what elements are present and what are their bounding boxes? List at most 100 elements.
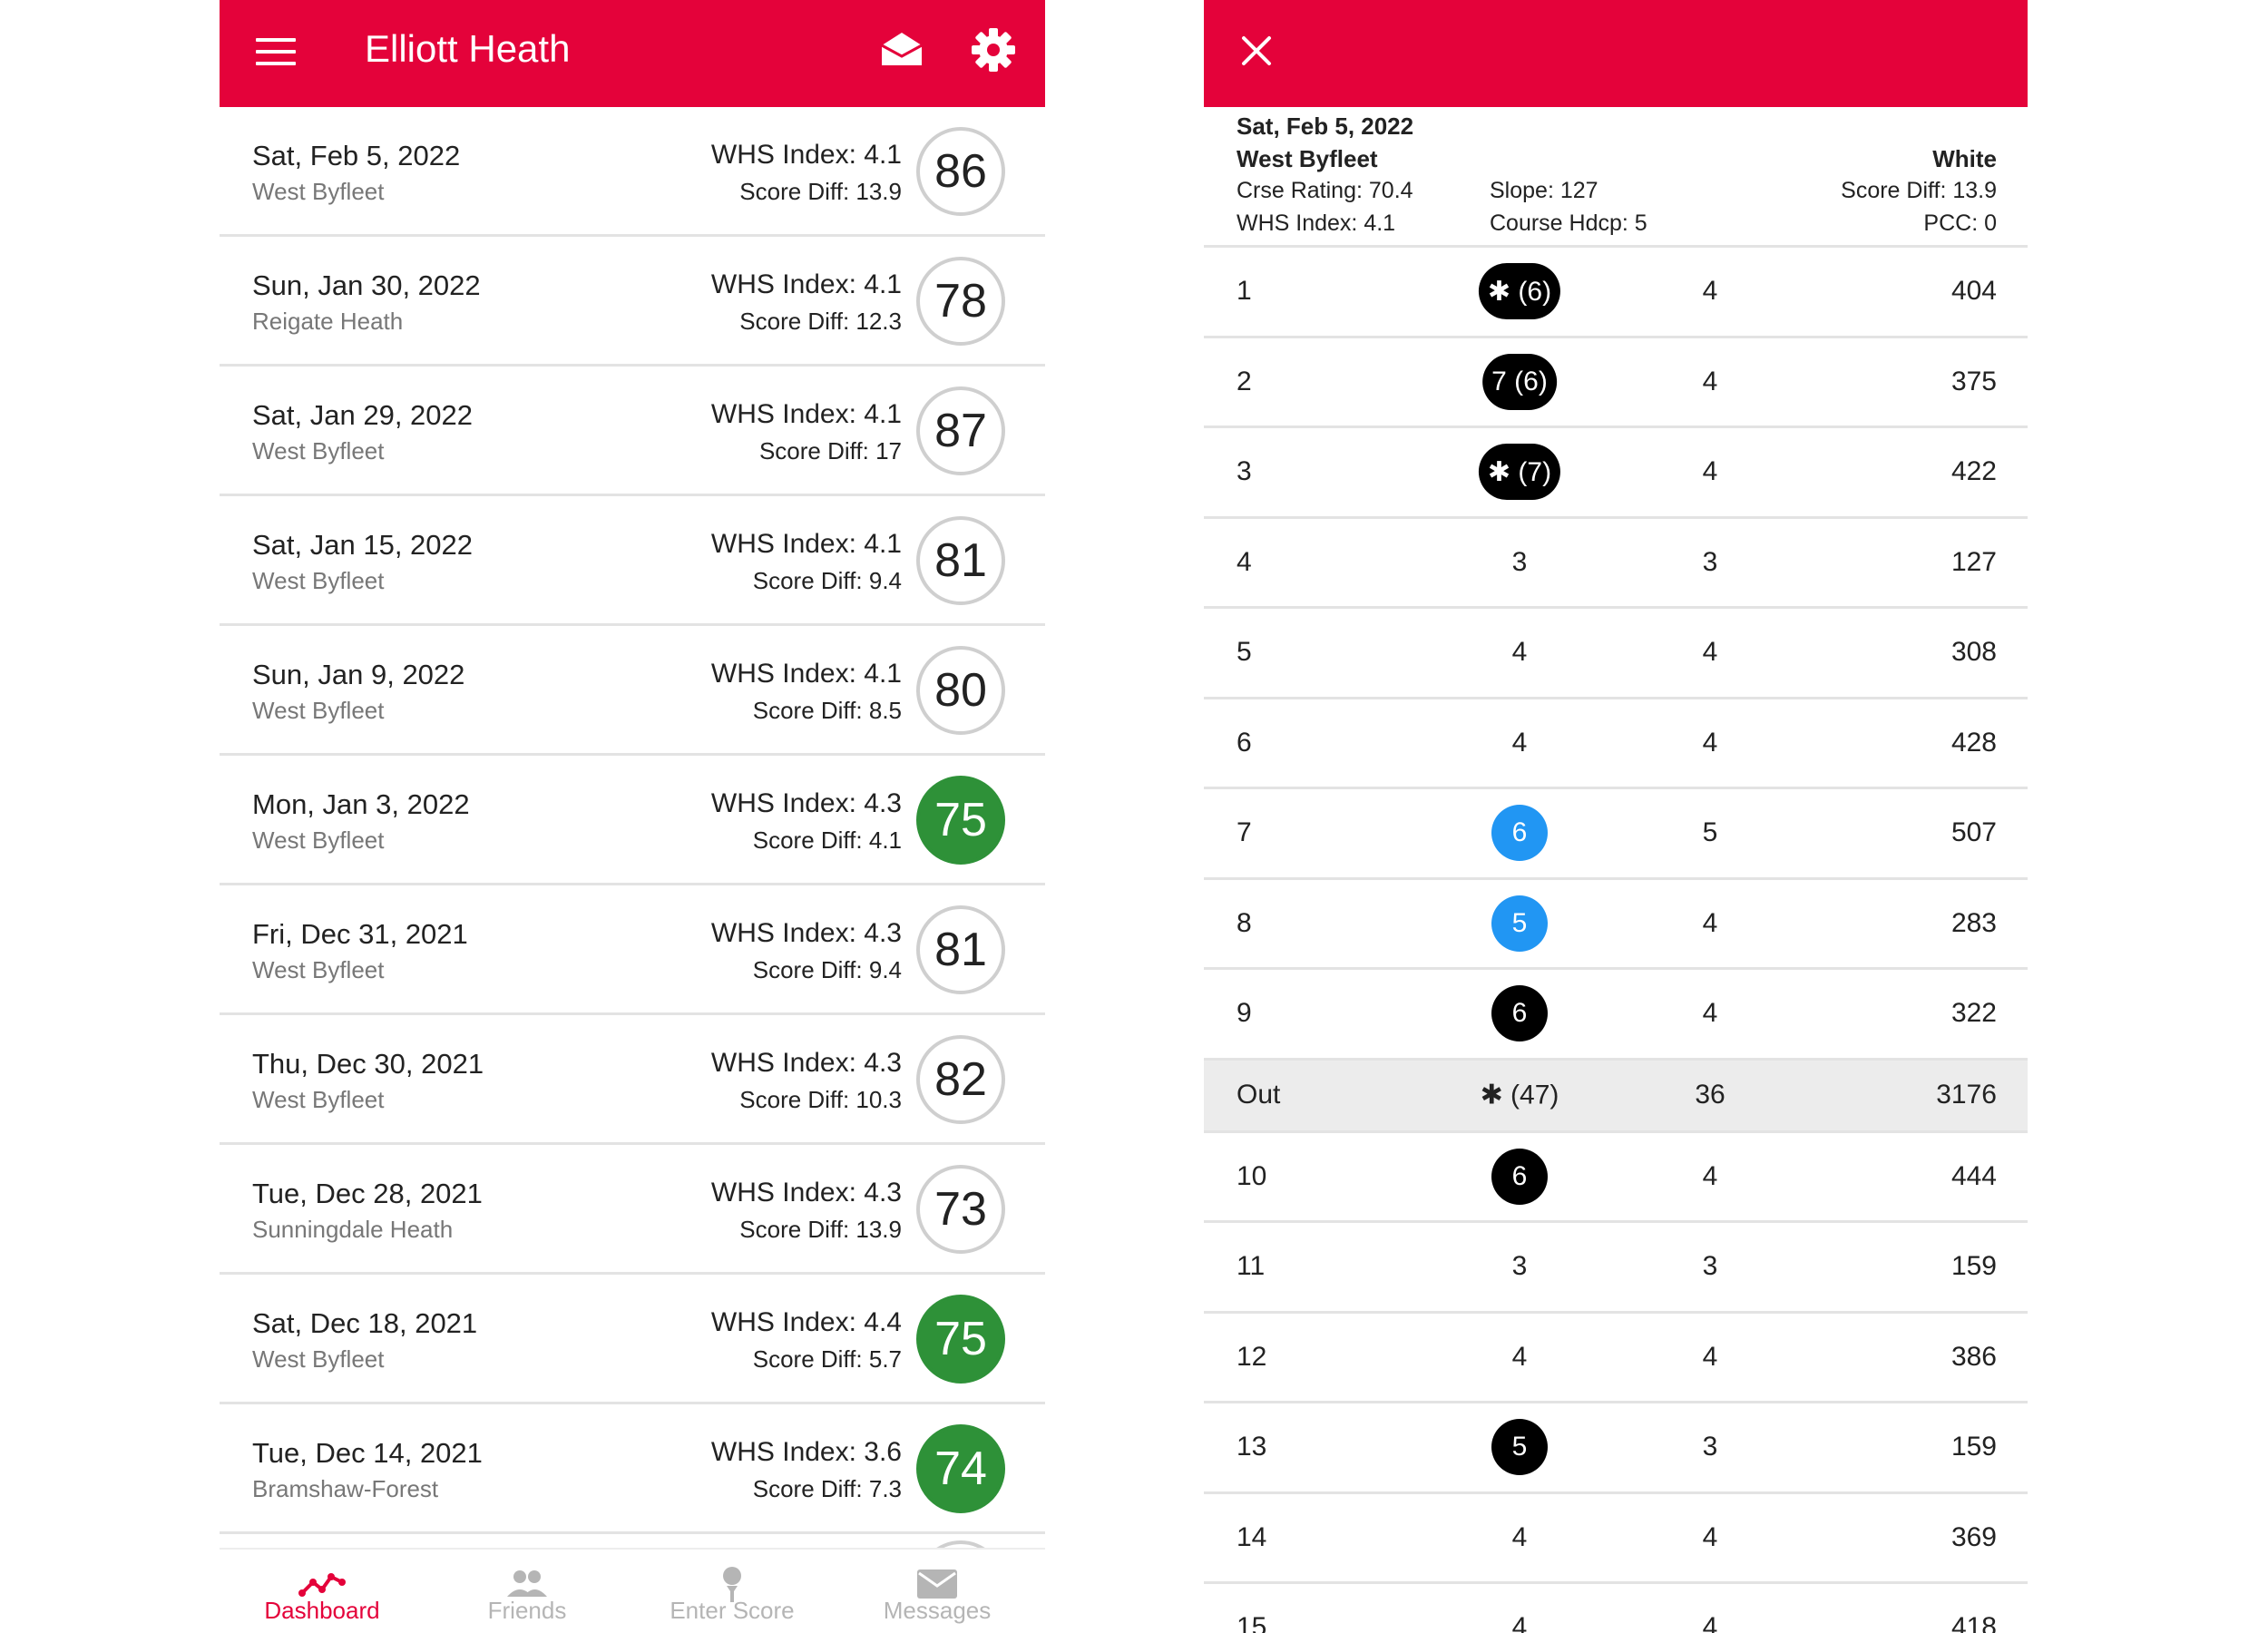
- hole-par: 4: [1702, 456, 1718, 487]
- hole-score: 6: [1491, 1148, 1548, 1205]
- score-differential: Score Diff: 4.1: [752, 826, 902, 854]
- hole-row: 11 3 3 159: [1204, 1223, 2028, 1314]
- round-date: Mon, Jan 3, 2022: [252, 788, 470, 820]
- hole-row: 13 5 3 159: [1204, 1403, 2028, 1494]
- whs-index: WHS Index: 4.3: [710, 918, 902, 948]
- round-row[interactable]: Tue, Dec 14, 2021 Bramshaw-Forest WHS Inde…: [220, 1404, 1045, 1534]
- hole-yardage: 428: [1950, 727, 1997, 758]
- course-name: West Byfleet: [252, 956, 385, 983]
- course-handicap: Course Hdcp: 5: [1490, 210, 1647, 236]
- hole-number: 6: [1237, 727, 1252, 758]
- hole-par: 4: [1702, 637, 1718, 668]
- score-differential: Score Diff: 12.3: [739, 308, 902, 335]
- hole-par: 4: [1702, 1521, 1718, 1552]
- nav-dashboard[interactable]: Dashboard: [220, 1550, 425, 1633]
- round-row[interactable]: Fri, Dec 31, 2021 West Byfleet WHS Index: …: [220, 885, 1045, 1015]
- score-circle: 80: [916, 646, 1005, 735]
- hole-row: 5 4 4 308: [1204, 609, 2028, 699]
- score-differential: Score Diff: 9.4: [752, 567, 902, 594]
- round-date: Sat, Jan 29, 2022: [252, 399, 474, 431]
- whs-index: WHS Index: 4.4: [710, 1307, 902, 1337]
- hole-yardage: 418: [1950, 1612, 1997, 1633]
- hole-par: 3: [1702, 1251, 1718, 1282]
- score-differential: Score Diff: 10.3: [739, 1086, 902, 1113]
- round-row[interactable]: Sat, Jan 29, 2022 West Byfleet WHS Index: …: [220, 367, 1045, 496]
- hole-yardage: 507: [1950, 817, 1997, 848]
- round-row[interactable]: Thu, Dec 30, 2021 West Byfleet WHS Index: …: [220, 1015, 1045, 1145]
- menu-icon[interactable]: [256, 38, 296, 65]
- round-date: Sun, Jan 30, 2022: [252, 269, 481, 301]
- hole-number: 3: [1237, 456, 1252, 487]
- round-row[interactable]: Sun, Jan 30, 2022 Reigate Heath WHS Index:…: [220, 237, 1045, 367]
- hole-yardage: 404: [1950, 276, 1997, 307]
- app-title: Elliott Heath: [365, 27, 571, 70]
- score-circle: 78: [916, 257, 1005, 346]
- hole-score: 4: [1511, 637, 1528, 668]
- hole-row: 8 5 4 283: [1204, 880, 2028, 970]
- hole-score: 4: [1511, 727, 1528, 758]
- whs-index: WHS Index: 4.1: [710, 529, 902, 559]
- round-row[interactable]: Sat, Feb 5, 2022 West Byfleet WHS Index: 4…: [220, 107, 1045, 237]
- nav-label: Enter Score: [670, 1597, 795, 1624]
- hole-par: 3: [1702, 1432, 1718, 1462]
- hole-table: 1 ✱ (6) 4 404 2 7 (6) 4 375 3 ✱ (7) 4 422 4 3 3 127 5 4 4 3…: [1204, 245, 2028, 1633]
- score-differential: Score Diff: 7.3: [752, 1475, 902, 1502]
- round-row[interactable]: Sat, Jan 15, 2022 West Byfleet WHS Index: …: [220, 496, 1045, 626]
- tee-color: White: [1932, 145, 1997, 172]
- whs-index: WHS Index: 4.1: [710, 659, 902, 689]
- bottom-navigation: Dashboard Friends Enter Score Messages: [220, 1548, 1045, 1633]
- dashboard-screen: Elliott Heath Sat, Feb 5, 2022 West Byfle…: [220, 0, 1045, 1633]
- hole-number: 12: [1237, 1341, 1267, 1372]
- round-row[interactable]: Sun, Jan 9, 2022 West Byfleet WHS Index: 4…: [220, 626, 1045, 756]
- gear-icon[interactable]: [971, 27, 1016, 73]
- hole-row: 12 4 4 386: [1204, 1314, 2028, 1403]
- hole-row: 9 6 4 322: [1204, 970, 2028, 1061]
- hole-yardage: 159: [1950, 1432, 1997, 1462]
- round-date: Tue, Dec 14, 2021: [252, 1437, 483, 1469]
- scorecard-screen: Sat, Feb 5, 2022 West Byfleet White Crse…: [1204, 0, 2028, 1633]
- hole-row: 7 6 5 507: [1204, 789, 2028, 880]
- round-date: Sat, Dec 18, 2021: [252, 1307, 478, 1339]
- hole-number: 9: [1237, 998, 1252, 1029]
- round-row[interactable]: Sat, Dec 18, 2021 West Byfleet WHS Index: …: [220, 1275, 1045, 1404]
- scorecard-header: Sat, Feb 5, 2022 West Byfleet White Crse…: [1204, 107, 2028, 245]
- hole-row: 4 3 3 127: [1204, 519, 2028, 609]
- nav-friends[interactable]: Friends: [425, 1550, 630, 1633]
- hole-row: 1 ✱ (6) 4 404: [1204, 248, 2028, 338]
- hole-yardage: 444: [1950, 1160, 1997, 1191]
- course-name: West Byfleet: [1237, 145, 1378, 172]
- hole-number: 1: [1237, 276, 1252, 307]
- hole-score: 4: [1511, 1341, 1528, 1372]
- hole-score: ✱ (47): [1480, 1080, 1559, 1110]
- rounds-list: Sat, Feb 5, 2022 West Byfleet WHS Index: 4…: [220, 107, 1045, 1534]
- round-row[interactable]: Mon, Jan 3, 2022 West Byfleet WHS Index: 4…: [220, 756, 1045, 885]
- course-name: West Byfleet: [252, 437, 385, 464]
- hole-par: 4: [1702, 907, 1718, 938]
- close-icon[interactable]: [1240, 34, 1273, 67]
- app-bar: [1204, 0, 2028, 107]
- whs-index: WHS Index: 3.6: [710, 1437, 902, 1467]
- hole-score: 5: [1491, 895, 1548, 952]
- nav-enter-score[interactable]: Enter Score: [630, 1550, 835, 1633]
- open-envelope-icon[interactable]: [880, 31, 924, 67]
- whs-index: WHS Index: 4.1: [710, 399, 902, 429]
- score-differential: Score Diff: 5.7: [752, 1345, 902, 1373]
- course-name: West Byfleet: [252, 1345, 385, 1373]
- course-name: West Byfleet: [252, 826, 385, 854]
- score-circle: 75: [916, 776, 1005, 865]
- course-name: West Byfleet: [252, 178, 385, 205]
- app-bar: Elliott Heath: [220, 0, 1045, 107]
- score-differential: Score Diff: 13.9: [1841, 178, 1997, 203]
- course-name: West Byfleet: [252, 1086, 385, 1113]
- whs-index: WHS Index: 4.3: [710, 1048, 902, 1078]
- whs-index: WHS Index: 4.1: [710, 269, 902, 299]
- round-date: Sat, Feb 5, 2022: [252, 140, 461, 171]
- nav-messages[interactable]: Messages: [835, 1550, 1040, 1633]
- score-circle: 81: [916, 905, 1005, 994]
- whs-index: WHS Index: 4.1: [1237, 210, 1396, 236]
- course-name: Bramshaw-Forest: [252, 1475, 439, 1502]
- hole-score: 7 (6): [1482, 353, 1557, 410]
- round-row[interactable]: Tue, Dec 28, 2021 Sunningdale Heath WHS In…: [220, 1145, 1045, 1275]
- slope-rating: Slope: 127: [1490, 178, 1598, 203]
- hole-par: 4: [1702, 727, 1718, 758]
